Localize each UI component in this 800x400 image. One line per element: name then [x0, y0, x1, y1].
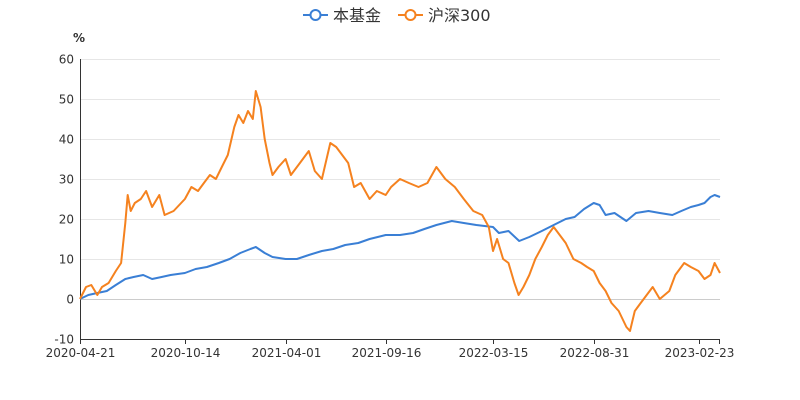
- legend-marker-icon: [404, 9, 417, 21]
- y-tick-label: 40: [59, 133, 74, 147]
- series-line-fund: [79, 194, 721, 300]
- legend-item-fund[interactable]: 本基金: [303, 6, 381, 25]
- y-tick-label: 30: [59, 173, 74, 187]
- x-axis: 2020-04-21 2020-10-14 2021-04-01 2021-09-16…: [46, 339, 735, 360]
- series-group: [79, 90, 721, 332]
- x-tick-label: 2020-10-14: [151, 346, 221, 360]
- series-line-csi300: [79, 90, 721, 332]
- legend-label: 本基金: [333, 6, 381, 25]
- x-tick-label: 2021-09-16: [352, 346, 422, 360]
- y-tick-label: 10: [59, 253, 74, 267]
- y-tick-label: -10: [54, 333, 74, 347]
- x-tick-label: 2022-08-31: [560, 346, 630, 360]
- y-tick-label: 20: [59, 213, 74, 227]
- legend[interactable]: 本基金 沪深300: [303, 6, 491, 25]
- y-tick-label: 60: [59, 53, 74, 67]
- y-axis: 60 50 40 30 20 10 0 -10: [54, 53, 81, 347]
- y-tick-label: 50: [59, 93, 74, 107]
- x-tick-label: 2023-02-23: [665, 346, 735, 360]
- grid-lines: [80, 59, 720, 340]
- x-tick-label: 2022-03-15: [459, 346, 529, 360]
- y-axis-unit-label: %: [73, 31, 85, 45]
- y-tick-label: 0: [66, 293, 74, 307]
- legend-item-csi300[interactable]: 沪深300: [398, 6, 491, 25]
- legend-marker-icon: [309, 9, 322, 21]
- x-tick-label: 2020-04-21: [46, 346, 116, 360]
- x-tick-label: 2021-04-01: [252, 346, 322, 360]
- legend-label: 沪深300: [428, 6, 491, 25]
